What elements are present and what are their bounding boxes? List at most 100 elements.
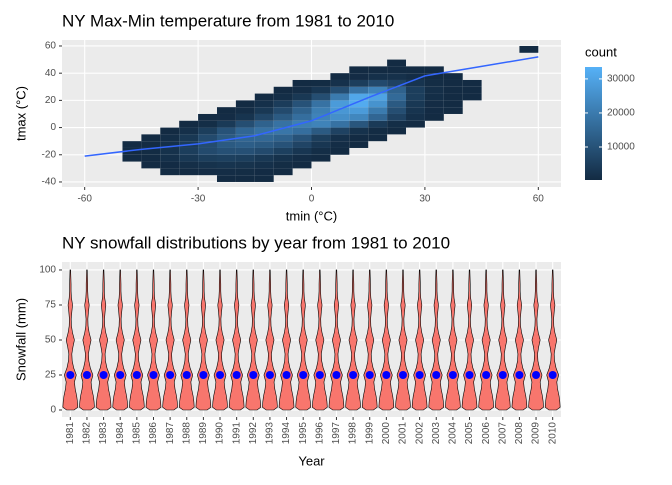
- x-tick-label: 30: [419, 194, 431, 205]
- bin: [424, 100, 444, 108]
- x-tick-label: 1986: [148, 422, 159, 445]
- mean-point: [216, 370, 225, 379]
- bin: [349, 100, 369, 108]
- x-tick-label: 2002: [414, 422, 425, 445]
- y-axis-label: tmax (°C): [13, 86, 28, 141]
- mean-point: [382, 370, 391, 379]
- mean-point: [532, 370, 541, 379]
- y-tick-label: 0: [50, 405, 56, 416]
- mean-point: [332, 370, 341, 379]
- bin: [330, 141, 350, 148]
- bin: [273, 93, 293, 101]
- bin: [254, 100, 274, 108]
- bin: [349, 93, 369, 101]
- x-tick-label: -60: [77, 194, 92, 205]
- bin: [292, 161, 312, 169]
- bin: [349, 134, 369, 142]
- y-tick-label: 75: [45, 300, 57, 311]
- bin: [406, 73, 425, 80]
- bin: [141, 147, 161, 155]
- bin: [273, 107, 293, 114]
- bin: [462, 79, 482, 87]
- bin: [406, 93, 425, 101]
- x-tick-label: 2008: [514, 422, 525, 445]
- bin: [273, 86, 293, 94]
- bin: [349, 107, 369, 114]
- mean-point: [265, 370, 274, 379]
- mean-point: [315, 370, 324, 379]
- bin: [292, 86, 312, 94]
- bin: [368, 107, 388, 114]
- bin: [160, 161, 180, 169]
- bin: [273, 147, 293, 155]
- y-tick-label: 40: [45, 68, 57, 79]
- x-tick-label: 1998: [348, 422, 359, 445]
- bin: [330, 120, 350, 128]
- bin: [216, 168, 236, 176]
- bin: [330, 100, 350, 108]
- bin: [406, 79, 425, 87]
- bin: [179, 147, 199, 155]
- bin: [330, 79, 350, 87]
- mean-point: [432, 370, 441, 379]
- bin: [368, 66, 388, 74]
- bin: [235, 154, 255, 162]
- bin: [292, 79, 312, 87]
- x-tick-label: 1994: [281, 422, 292, 445]
- bin: [330, 86, 350, 94]
- mean-point: [82, 370, 91, 379]
- bin: [160, 141, 180, 148]
- bin: [443, 73, 463, 80]
- bin: [292, 154, 312, 162]
- bin: [443, 100, 463, 108]
- x-axis-label: Year: [298, 453, 325, 468]
- bin: [368, 79, 388, 87]
- bin: [235, 100, 255, 108]
- bin: [387, 107, 407, 114]
- x-tick-label: 1995: [298, 422, 309, 445]
- x-tick-label: 0: [309, 194, 315, 205]
- bin: [330, 147, 350, 155]
- bin: [179, 127, 199, 135]
- bin: [387, 127, 407, 135]
- bin: [349, 113, 369, 121]
- bin: [122, 154, 142, 162]
- legend-label: 10000: [607, 142, 635, 153]
- mean-point: [415, 370, 424, 379]
- mean-point: [99, 370, 108, 379]
- bin: [292, 93, 312, 101]
- bin: [424, 66, 444, 74]
- bin: [424, 93, 444, 101]
- bin: [179, 161, 199, 169]
- bin: [141, 161, 161, 169]
- x-tick-label: 2001: [398, 422, 409, 445]
- bin: [160, 154, 180, 162]
- bin: [198, 161, 217, 169]
- bin: [368, 127, 388, 135]
- x-axis-label: tmin (°C): [286, 208, 337, 223]
- bin: [216, 120, 236, 128]
- mean-point: [398, 370, 407, 379]
- bin: [519, 45, 539, 53]
- bin: [292, 134, 312, 142]
- bin: [311, 79, 331, 87]
- bin: [349, 141, 369, 148]
- bin: [406, 86, 425, 94]
- bin: [330, 107, 350, 114]
- bin: [406, 100, 425, 108]
- bin: [235, 147, 255, 155]
- bin: [292, 107, 312, 114]
- bin: [424, 113, 444, 121]
- y-tick-label: 20: [45, 95, 57, 106]
- bin: [330, 127, 350, 135]
- bin: [368, 113, 388, 121]
- bin: [141, 141, 161, 148]
- bin: [292, 120, 312, 128]
- bin: [198, 120, 217, 128]
- bin: [198, 147, 217, 155]
- bin: [349, 66, 369, 74]
- bin: [235, 113, 255, 121]
- bin: [235, 120, 255, 128]
- mean-point: [66, 370, 75, 379]
- bin: [311, 154, 331, 162]
